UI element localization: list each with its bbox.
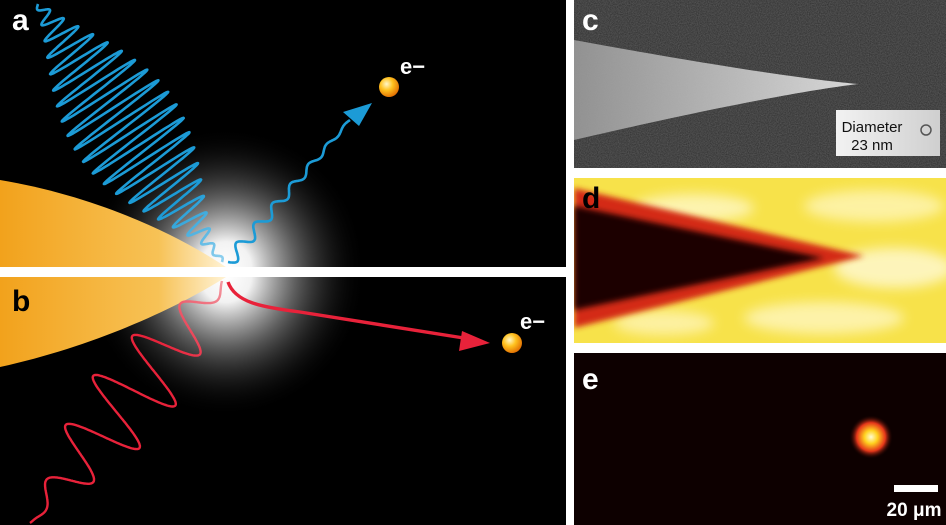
panel-label-c: c <box>582 4 599 37</box>
tip-shape <box>0 180 226 267</box>
panel-a-diagram: e− <box>0 0 566 267</box>
inset-tip-apex <box>920 124 932 136</box>
sem-tip <box>574 40 858 140</box>
red-laser-pulse <box>29 280 224 524</box>
inset-label-line2: 23 nm <box>851 137 893 154</box>
inset-label-line1: Diameter <box>842 119 903 136</box>
electron-label-b: e− <box>520 309 545 334</box>
panel-label-d: d <box>582 182 601 215</box>
panel-label-e: e <box>582 363 599 396</box>
electron-label-a: e− <box>400 54 425 79</box>
electron-ball-b <box>502 333 522 353</box>
sem-image: Diameter 23 nm <box>574 0 946 168</box>
blue-laser-pulse <box>35 3 224 263</box>
scale-bar <box>894 485 938 492</box>
focal-spot <box>849 415 893 459</box>
heatmap-image <box>574 178 946 343</box>
red-electron-trajectory <box>226 281 471 341</box>
panel-label-a: a <box>12 4 29 37</box>
tip-shape-lower <box>0 277 226 367</box>
panel-a: e− a <box>0 0 566 267</box>
panel-label-b: b <box>12 285 31 318</box>
red-arrowhead <box>459 331 490 351</box>
panel-d: d <box>574 178 946 343</box>
scale-bar-label: 20 μm <box>887 500 942 521</box>
blue-electron-trajectory <box>227 118 351 264</box>
blue-arrowhead <box>343 103 372 126</box>
electron-ball-a <box>379 77 399 97</box>
panel-b: e− b <box>0 277 566 525</box>
panel-c: Diameter 23 nm c <box>574 0 946 168</box>
panel-b-diagram: e− <box>0 277 566 525</box>
focal-spot-image: 20 μm <box>574 353 946 525</box>
heatmap-dark-core <box>574 206 824 310</box>
panel-e: 20 μm e <box>574 353 946 525</box>
